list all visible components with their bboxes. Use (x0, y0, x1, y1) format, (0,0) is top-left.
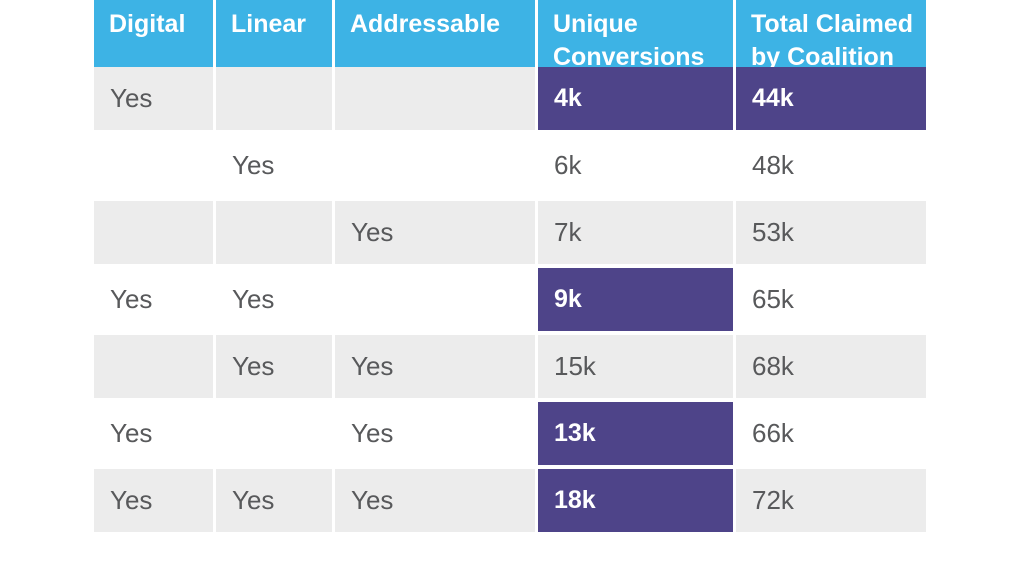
table-cell-row2-digital (94, 134, 213, 197)
table-cell-row6-linear (216, 402, 332, 465)
table-cell-row1-total-claimed: 44k (736, 67, 926, 130)
table-cell-row4-unique-conversions: 9k (538, 268, 733, 331)
table-cell-row7-unique-conversions: 18k (538, 469, 733, 532)
table-cell-row5-addressable: Yes (335, 335, 535, 398)
table-cell-row5-digital (94, 335, 213, 398)
table-cell-row1-linear (216, 67, 332, 130)
conversions-table: Digital Linear Addressable Unique Conver… (94, 0, 926, 532)
table-cell-row3-linear (216, 201, 332, 264)
table-cell-row7-addressable: Yes (335, 469, 535, 532)
table-cell-row4-digital: Yes (110, 284, 153, 314)
table-cell-row6-total-claimed: 66k (752, 418, 794, 448)
table-cell-row1-addressable (335, 67, 535, 130)
table-cell-row2-total-claimed: 48k (752, 150, 794, 180)
table-cell-row3-addressable: Yes (335, 201, 535, 264)
table-cell-row2-addressable (335, 134, 535, 197)
table-cell-row1-digital: Yes (94, 67, 213, 130)
table-cell-row6-unique-conversions: 13k (538, 402, 733, 465)
table-cell-row3-unique-conversions: 7k (538, 201, 733, 264)
table-cell-row5-linear: Yes (216, 335, 332, 398)
table-cell-row6-digital: Yes (110, 418, 153, 448)
table-cell-row3-digital (94, 201, 213, 264)
table-cell-row6-addressable: Yes (351, 418, 394, 448)
table-cell-row5-unique-conversions: 15k (538, 335, 733, 398)
table-cell-row5-total-claimed: 68k (736, 335, 926, 398)
table-cell-row4-addressable (335, 268, 535, 331)
table-cell-row2-linear: Yes (232, 150, 275, 180)
table-cell-row7-total-claimed: 72k (736, 469, 926, 532)
table-cell-row4-total-claimed: 65k (752, 284, 794, 314)
table-cell-row2-unique-conversions: 6k (554, 150, 582, 180)
table-cell-row7-linear: Yes (216, 469, 332, 532)
table-cell-row7-digital: Yes (94, 469, 213, 532)
table-cell-row1-unique-conversions: 4k (538, 67, 733, 130)
table-cell-row3-total-claimed: 53k (736, 201, 926, 264)
table-cell-row4-linear: Yes (232, 284, 275, 314)
